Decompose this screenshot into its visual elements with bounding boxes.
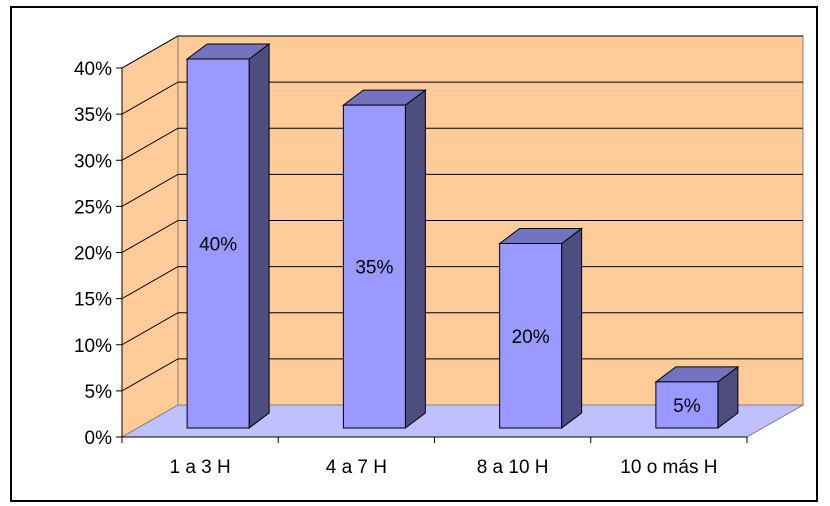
gridline bbox=[121, 127, 803, 161]
gridline bbox=[121, 35, 803, 69]
y-tick-label: 10% bbox=[74, 336, 112, 357]
x-category-label: 10 o más H bbox=[620, 457, 717, 478]
y-tick-label: 40% bbox=[74, 59, 112, 80]
gridline bbox=[121, 312, 803, 346]
bar-front bbox=[499, 243, 563, 429]
bar bbox=[341, 89, 427, 429]
bar-front bbox=[342, 104, 406, 429]
gridline bbox=[121, 173, 803, 207]
y-tick-label: 35% bbox=[74, 105, 112, 126]
y-tick-label: 5% bbox=[85, 382, 113, 403]
y-tick-label: 25% bbox=[74, 197, 112, 218]
bar-data-label: 40% bbox=[199, 235, 237, 256]
y-tick-label: 15% bbox=[74, 290, 112, 311]
bar-front bbox=[655, 381, 719, 429]
bar-side bbox=[248, 43, 270, 429]
x-category-label: 4 a 7 H bbox=[326, 457, 387, 478]
gridline bbox=[121, 220, 803, 253]
gridline bbox=[121, 358, 803, 392]
bar bbox=[654, 365, 740, 429]
gridline bbox=[121, 81, 803, 115]
bar-side bbox=[561, 227, 583, 429]
y-tick-label: 20% bbox=[74, 244, 112, 265]
bar-data-label: 35% bbox=[355, 258, 393, 279]
bar-front bbox=[186, 58, 250, 429]
gridline bbox=[121, 266, 803, 300]
bar-data-label: 5% bbox=[673, 396, 701, 417]
x-category-label: 8 a 10 H bbox=[477, 457, 549, 478]
x-category-label: 1 a 3 H bbox=[169, 457, 230, 478]
y-tick-label: 30% bbox=[74, 151, 112, 172]
bar bbox=[498, 227, 584, 429]
bar-data-label: 20% bbox=[512, 327, 550, 348]
bar-side bbox=[404, 89, 426, 429]
bar bbox=[185, 43, 271, 429]
y-tick-label: 0% bbox=[85, 428, 113, 449]
